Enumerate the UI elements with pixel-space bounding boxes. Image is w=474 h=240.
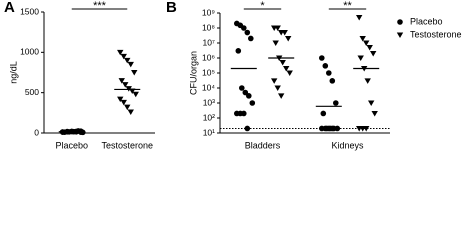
triangle-point [124, 57, 131, 64]
circle-point [239, 85, 245, 91]
triangle-point [120, 53, 127, 60]
circle-point [320, 110, 327, 117]
circle-point [329, 78, 336, 84]
circle-point [241, 110, 247, 117]
y-tick-label: 10⁹ [202, 7, 215, 17]
y-tick-label: 10³ [203, 97, 215, 107]
legend-marker [397, 19, 403, 25]
x-tick-label: Placebo [55, 140, 88, 150]
triangle-point [363, 40, 370, 46]
y-tick-label: 10⁷ [202, 37, 215, 47]
panel-label: A [4, 0, 15, 16]
circle-point [235, 48, 242, 54]
triangle-point [357, 55, 364, 61]
circle-point [319, 55, 325, 61]
triangle-point [272, 40, 279, 46]
triangle-point [117, 96, 124, 103]
x-tick-label: Kidneys [331, 140, 364, 150]
circle-point [333, 100, 339, 106]
triangle-point [118, 78, 125, 84]
y-tick-label: 10⁵ [202, 67, 215, 77]
y-tick-label: 0 [34, 127, 39, 137]
triangle-point [356, 15, 363, 21]
y-tick-label: 10⁸ [202, 22, 215, 32]
triangle-point [120, 99, 127, 106]
circle-point [59, 129, 66, 135]
legend-label: Testosterone [410, 29, 462, 39]
triangle-point [127, 109, 134, 116]
y-tick-label: 1500 [20, 6, 39, 16]
y-tick-label: 10² [203, 112, 215, 122]
triangle-point [285, 35, 292, 42]
y-axis-label: ng/dL [8, 61, 18, 84]
circle-point [78, 129, 84, 135]
circle-point [241, 25, 247, 31]
significance-label: * [260, 0, 265, 12]
circle-point [244, 29, 251, 36]
y-tick-label: 10⁶ [202, 52, 215, 62]
legend-label: Placebo [410, 16, 443, 26]
x-tick-label: Testosterone [101, 140, 153, 150]
circle-point [68, 128, 75, 135]
triangle-point [283, 65, 290, 72]
circle-point [246, 93, 252, 99]
triangle-point [368, 100, 375, 106]
triangle-point [370, 50, 377, 57]
triangle-point [131, 70, 138, 76]
triangle-point [363, 125, 370, 132]
y-axis-label: CFU/organ [188, 51, 198, 95]
circle-point [326, 70, 332, 76]
triangle-point [127, 61, 134, 68]
panel-label: B [166, 0, 177, 16]
circle-point [248, 35, 254, 42]
circle-point [73, 128, 80, 135]
triangle-point [274, 25, 281, 31]
significance-label: ** [343, 0, 352, 12]
triangle-point [279, 60, 286, 66]
x-tick-label: Bladders [245, 140, 281, 150]
triangle-point [122, 82, 129, 88]
circle-point [249, 100, 256, 106]
circle-point [242, 89, 249, 96]
triangle-point [364, 78, 371, 84]
triangle-point [124, 104, 131, 111]
triangle-point [278, 93, 285, 99]
triangle-point [366, 45, 373, 51]
y-tick-label: 500 [25, 87, 39, 97]
triangle-point [359, 35, 366, 42]
circle-point [322, 63, 329, 69]
y-tick-label: 10¹ [203, 127, 215, 137]
significance-label: *** [93, 0, 107, 12]
legend-marker [396, 32, 404, 38]
triangle-point [132, 91, 139, 98]
triangle-point [274, 85, 281, 91]
y-tick-label: 10⁴ [202, 82, 215, 92]
triangle-point [286, 70, 293, 76]
triangle-point [271, 78, 278, 84]
y-tick-label: 1000 [20, 47, 39, 57]
circle-point [64, 128, 70, 135]
triangle-point [371, 110, 378, 117]
triangle-point [281, 30, 288, 36]
triangle-point [117, 49, 124, 56]
